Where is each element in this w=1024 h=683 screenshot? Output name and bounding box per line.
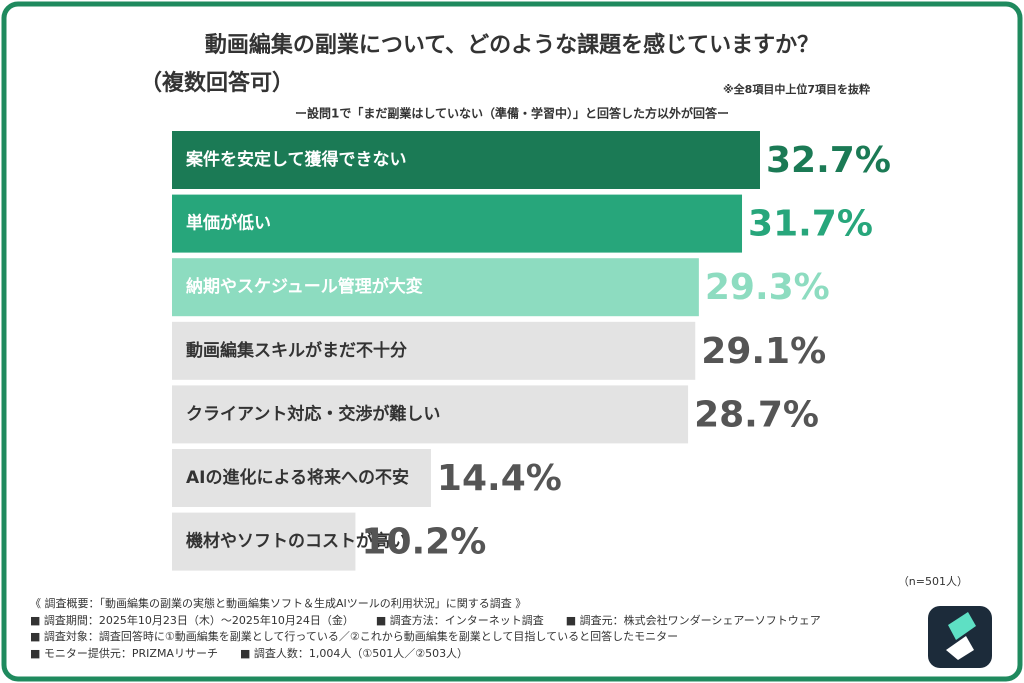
value-label: 14.4% bbox=[437, 458, 562, 499]
logo bbox=[928, 606, 992, 668]
sample-size: （n=501人） bbox=[898, 575, 968, 588]
footer-item: ■ 調査方法：インターネット調査 bbox=[375, 613, 544, 627]
note: ※全8項目中上位7項目を抜粋 bbox=[723, 82, 870, 96]
category-label: 案件を安定して獲得できない bbox=[185, 149, 407, 170]
bar bbox=[172, 258, 699, 317]
footer-item: 《 調査概要：「動画編集の副業の実態と動画編集ソフト＆生成AIツールの利用状況」… bbox=[30, 597, 527, 610]
footer-line: ■ 調査期間：2025年10月23日（木）～2025年10月24日（金） ■ 調査… bbox=[30, 613, 843, 630]
footer-item: ■ 調査期間：2025年10月23日（木）～2025年10月24日（金） bbox=[30, 613, 354, 627]
value-label: 32.7% bbox=[766, 140, 891, 181]
footer-item: ■ 調査元：株式会社ワンダーシェアーソフトウェア bbox=[565, 613, 821, 627]
bar bbox=[172, 321, 696, 380]
subtitle: ー設問1で「まだ副業はしていない（準備・学習中）」と回答した方以外が回答ー bbox=[295, 106, 729, 121]
category-label: 納期やスケジュール管理が大変 bbox=[186, 276, 423, 297]
value-label: 29.3% bbox=[705, 267, 830, 308]
value-label: 28.7% bbox=[694, 394, 819, 435]
bar bbox=[172, 449, 431, 507]
value-label: 29.1% bbox=[701, 331, 826, 372]
value-label: 10.2% bbox=[361, 522, 486, 563]
category-label: クライアント対応・交渉が難しい bbox=[186, 403, 440, 424]
category-label: 動画編集スキルがまだ不十分 bbox=[186, 340, 407, 361]
footer-item: ■ モニター提供元：PRIZMAリサーチ bbox=[30, 646, 218, 660]
footer-item: ■ 調査人数：1,004人（①501人／②503人） bbox=[239, 646, 469, 660]
footer: 《 調査概要：「動画編集の副業の実態と動画編集ソフト＆生成AIツールの利用状況」… bbox=[30, 596, 843, 662]
footer-line: ■ 調査対象：調査回答時に①動画編集を副業として行っている／②これから動画編集を… bbox=[30, 629, 843, 646]
footer-line: 《 調査概要：「動画編集の副業の実態と動画編集ソフト＆生成AIツールの利用状況」… bbox=[30, 596, 843, 613]
bar bbox=[172, 385, 689, 444]
category-label: 単価が低い bbox=[186, 213, 271, 234]
chart-title: 動画編集の副業について、どのような課題を感じていますか？ bbox=[205, 32, 819, 58]
category-label: 機材やソフトのコストが高い bbox=[186, 531, 407, 552]
footer-line: ■ モニター提供元：PRIZMAリサーチ ■ 調査人数：1,004人（①501人／… bbox=[30, 646, 843, 663]
value-label: 31.7% bbox=[748, 204, 873, 245]
chart-title-line2: （複数回答可） bbox=[140, 70, 294, 96]
footer-item: ■ 調査対象：調査回答時に①動画編集を副業として行っている／②これから動画編集を… bbox=[30, 630, 679, 643]
bar bbox=[172, 194, 743, 253]
bar bbox=[172, 131, 760, 189]
bar bbox=[172, 512, 356, 571]
category-label: AIの進化による将来への不安 bbox=[186, 467, 409, 488]
